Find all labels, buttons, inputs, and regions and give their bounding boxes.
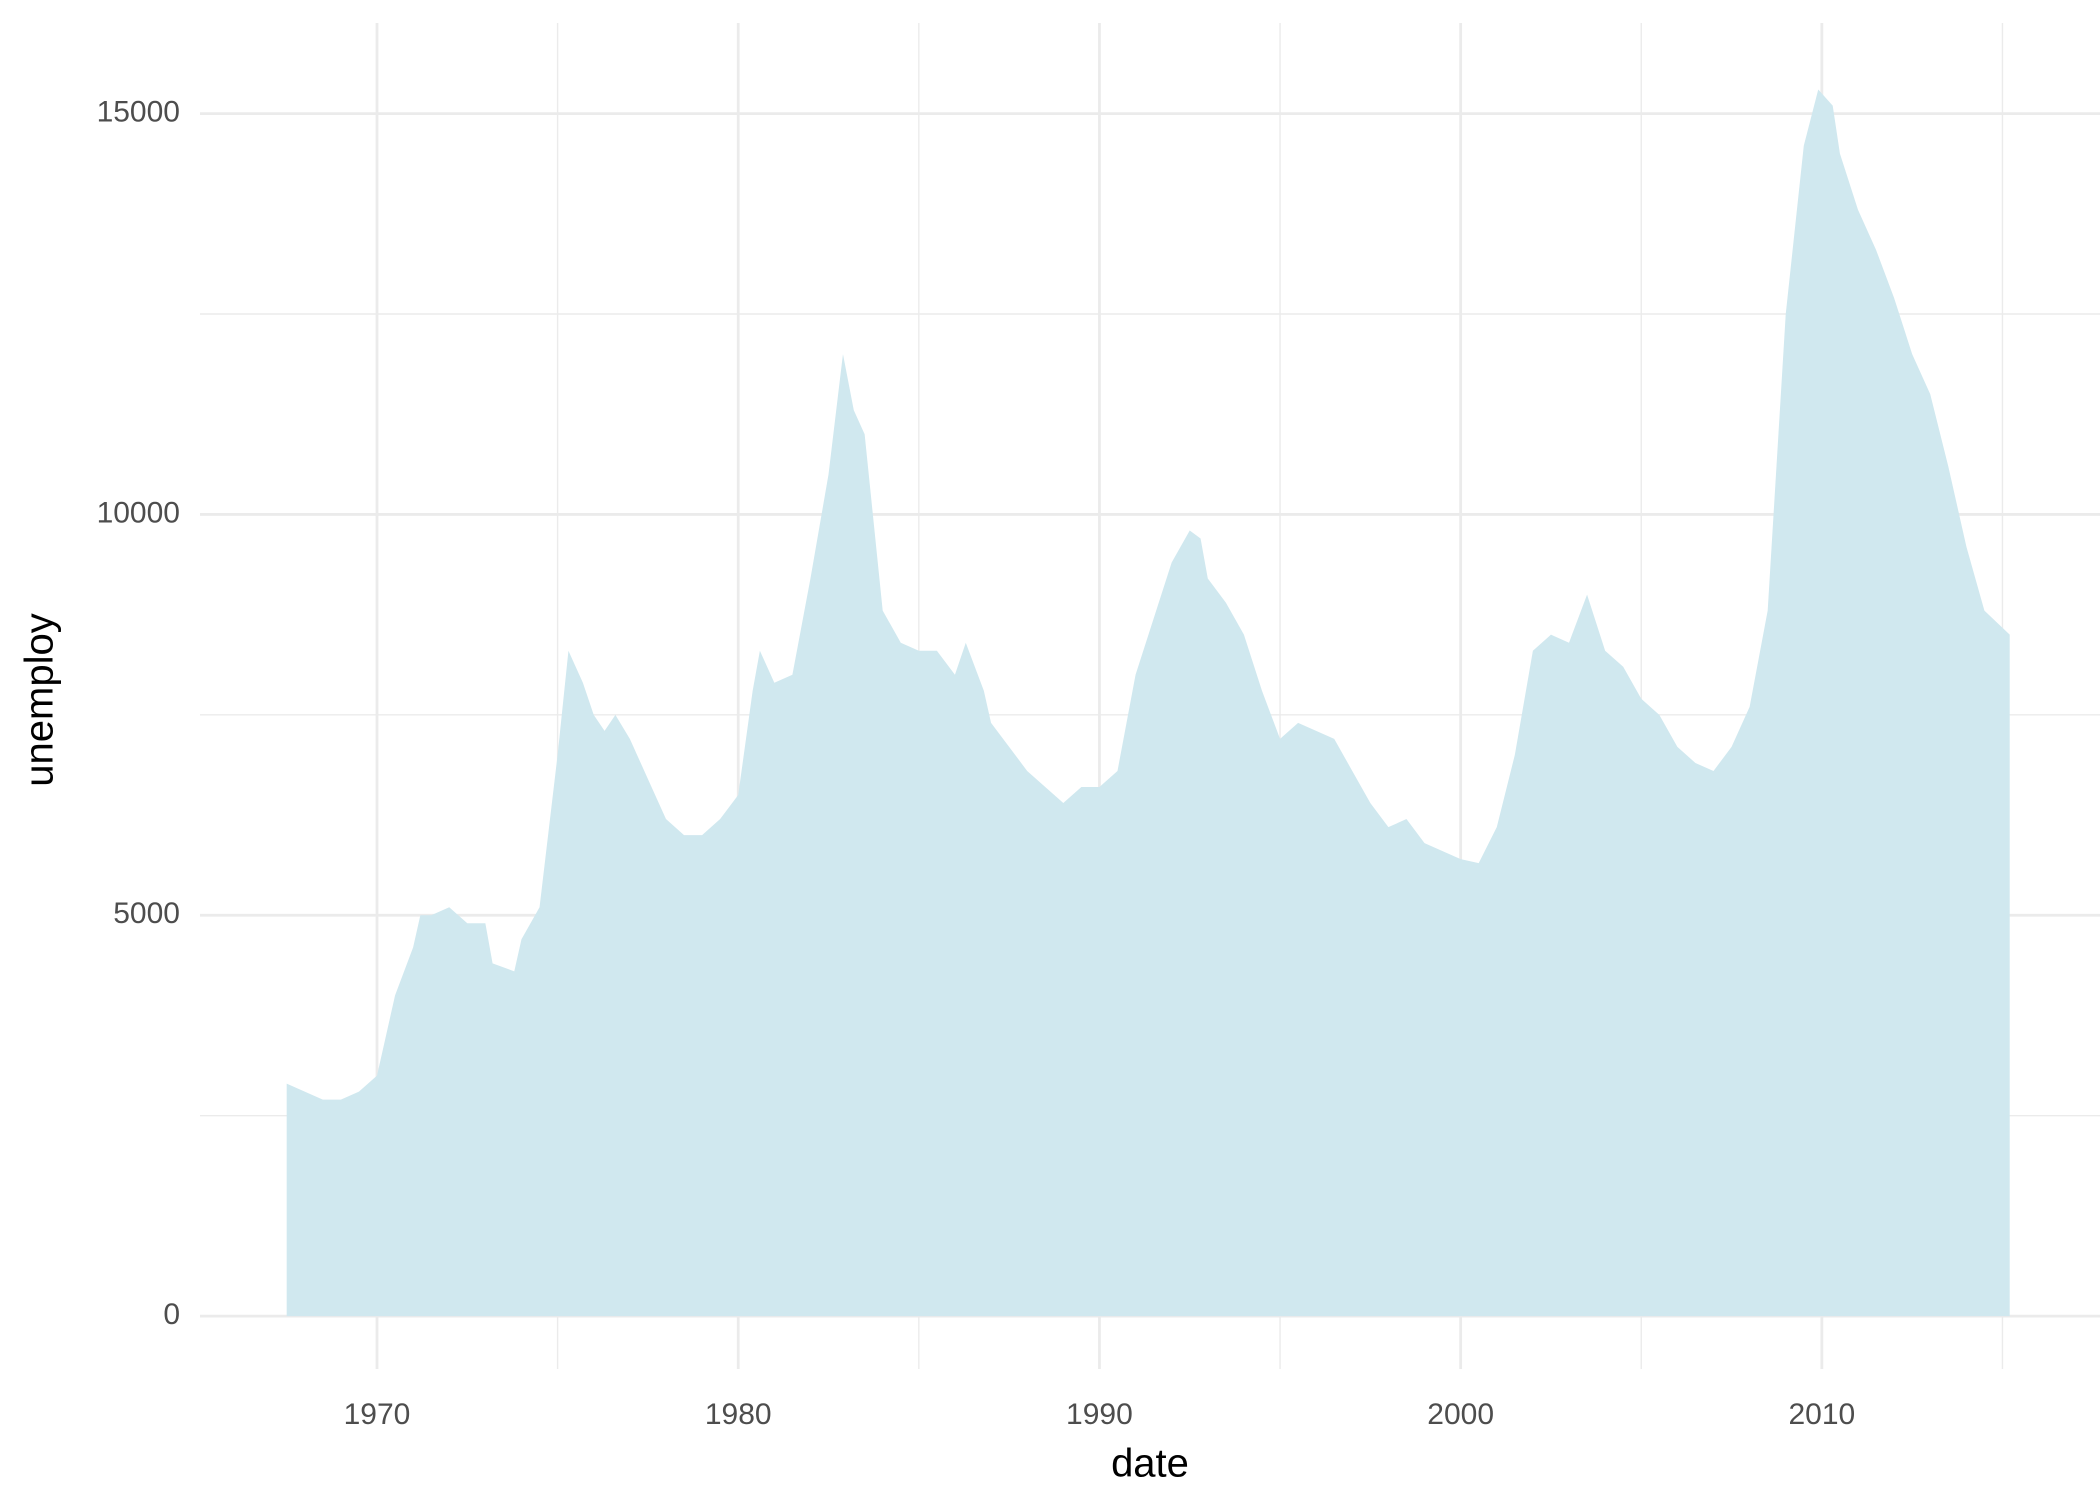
y-tick-label: 5000 — [113, 897, 180, 930]
x-tick-label: 1980 — [705, 1398, 772, 1431]
x-tick-label: 1970 — [344, 1398, 411, 1431]
x-tick-label: 2000 — [1427, 1398, 1494, 1431]
x-tick-label: 1990 — [1066, 1398, 1133, 1431]
area — [286, 89, 2010, 1317]
y-tick-label: 10000 — [97, 496, 180, 529]
x-tick-label: 2010 — [1788, 1398, 1855, 1431]
y-axis-title: unemploy — [18, 613, 62, 786]
y-tick-label: 0 — [163, 1298, 180, 1331]
y-tick-label: 15000 — [97, 96, 180, 129]
x-axis-title: date — [1111, 1442, 1189, 1486]
